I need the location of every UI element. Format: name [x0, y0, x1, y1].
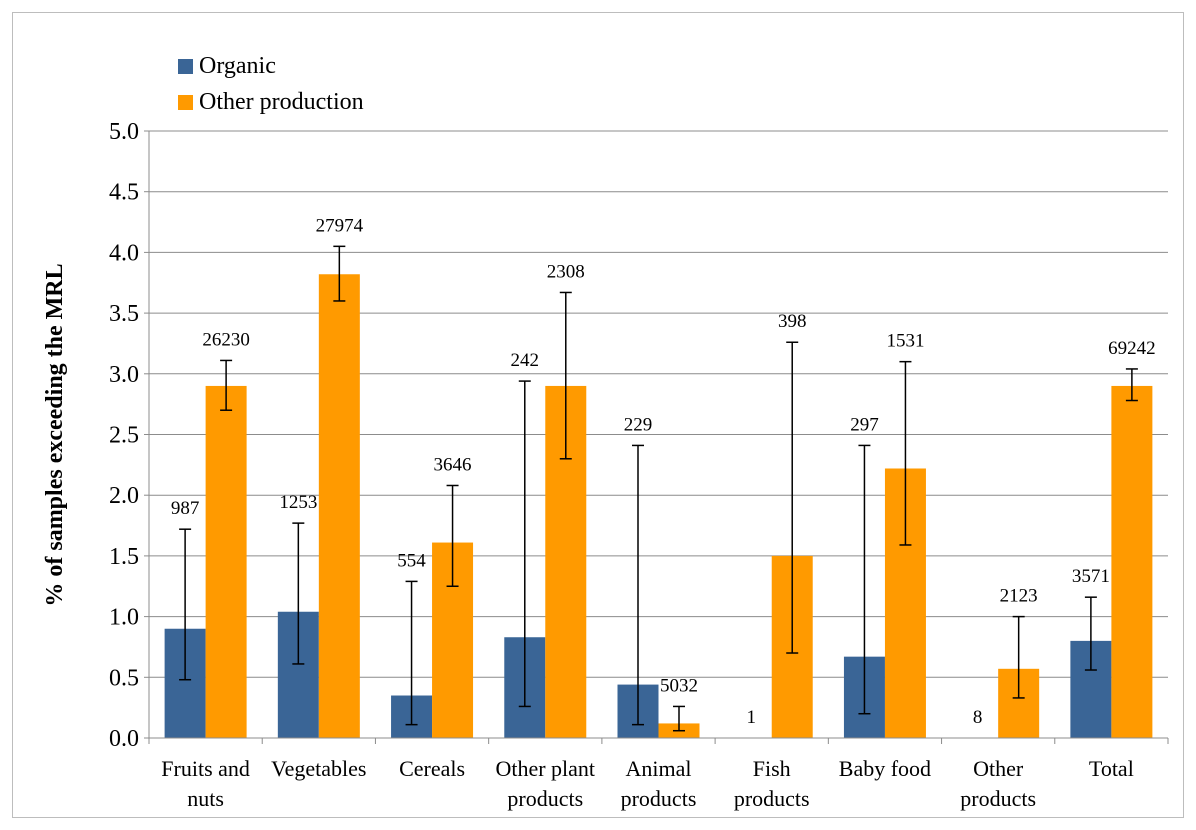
data-label: 987 — [171, 498, 200, 519]
axes — [144, 130, 1169, 744]
y-tick-label: 0.5 — [109, 665, 139, 691]
legend-item-organic: Organic — [178, 48, 364, 84]
x-tick-label: Total — [1089, 756, 1134, 781]
x-tick-labels: Fruits and nuts Vegetables Cereals Other pla… — [161, 756, 1134, 811]
y-tick-label: 4.0 — [109, 240, 139, 266]
x-tick-label: Cereals — [399, 756, 465, 781]
bar — [318, 274, 360, 738]
bar — [1111, 385, 1153, 738]
data-label: 398 — [778, 311, 807, 332]
x-tick-label: Fish products — [734, 756, 810, 811]
y-tick-label: 0.0 — [109, 726, 139, 752]
legend: Organic Other production — [178, 48, 364, 120]
data-label: 297 — [850, 414, 879, 435]
data-label: 26230 — [202, 329, 250, 350]
data-label: 554 — [397, 550, 426, 571]
data-label: 2308 — [547, 261, 585, 282]
legend-label-organic: Organic — [199, 52, 276, 79]
y-tick-label: 5.0 — [109, 119, 139, 145]
data-label: 1531 — [886, 331, 924, 352]
data-label: 3646 — [434, 454, 472, 475]
data-label: 8 — [973, 707, 983, 728]
data-label: 3571 — [1072, 566, 1110, 587]
data-label: 2123 — [1000, 586, 1038, 607]
data-label: 27974 — [316, 215, 364, 236]
y-axis-label: % of samples exceeding the MRL — [42, 263, 68, 606]
legend-item-other-production: Other production — [178, 84, 364, 120]
x-tick-label: Other products — [960, 756, 1036, 811]
x-tick-label: Other plant products — [495, 756, 595, 811]
y-tick-label: 2.0 — [109, 483, 139, 509]
x-tick-label: Baby food — [839, 756, 931, 781]
data-label: 1253 — [279, 492, 317, 513]
x-tick-label: Animal products — [621, 756, 697, 811]
data-label: 69242 — [1108, 338, 1156, 359]
data-label: 229 — [624, 414, 653, 435]
y-tick-label: 2.5 — [109, 423, 139, 449]
y-tick-label: 1.0 — [109, 605, 139, 631]
data-label: 242 — [511, 350, 540, 371]
error-bars — [179, 245, 1138, 732]
y-tick-label: 1.5 — [109, 544, 139, 570]
legend-swatch-other-production — [178, 94, 193, 110]
data-label: 1 — [746, 707, 756, 728]
bar — [205, 385, 247, 738]
legend-swatch-organic — [178, 58, 193, 74]
x-tick-label: Vegetables — [271, 756, 366, 781]
y-tick-label: 4.5 — [109, 180, 139, 206]
y-tick-labels: 0.0 0.5 1.0 1.5 2.0 2.5 3.0 3.5 4.0 4.5 5.0 — [109, 119, 139, 752]
legend-label-other-production: Other production — [199, 88, 364, 115]
y-tick-label: 3.0 — [109, 362, 139, 388]
data-label: 5032 — [660, 675, 698, 696]
data-labels: 987 1253 554 242 229 1 297 8 3571 26230 27974 3646 2… — [171, 215, 1156, 728]
y-tick-label: 3.5 — [109, 301, 139, 327]
x-tick-label: Fruits and nuts — [161, 756, 250, 811]
